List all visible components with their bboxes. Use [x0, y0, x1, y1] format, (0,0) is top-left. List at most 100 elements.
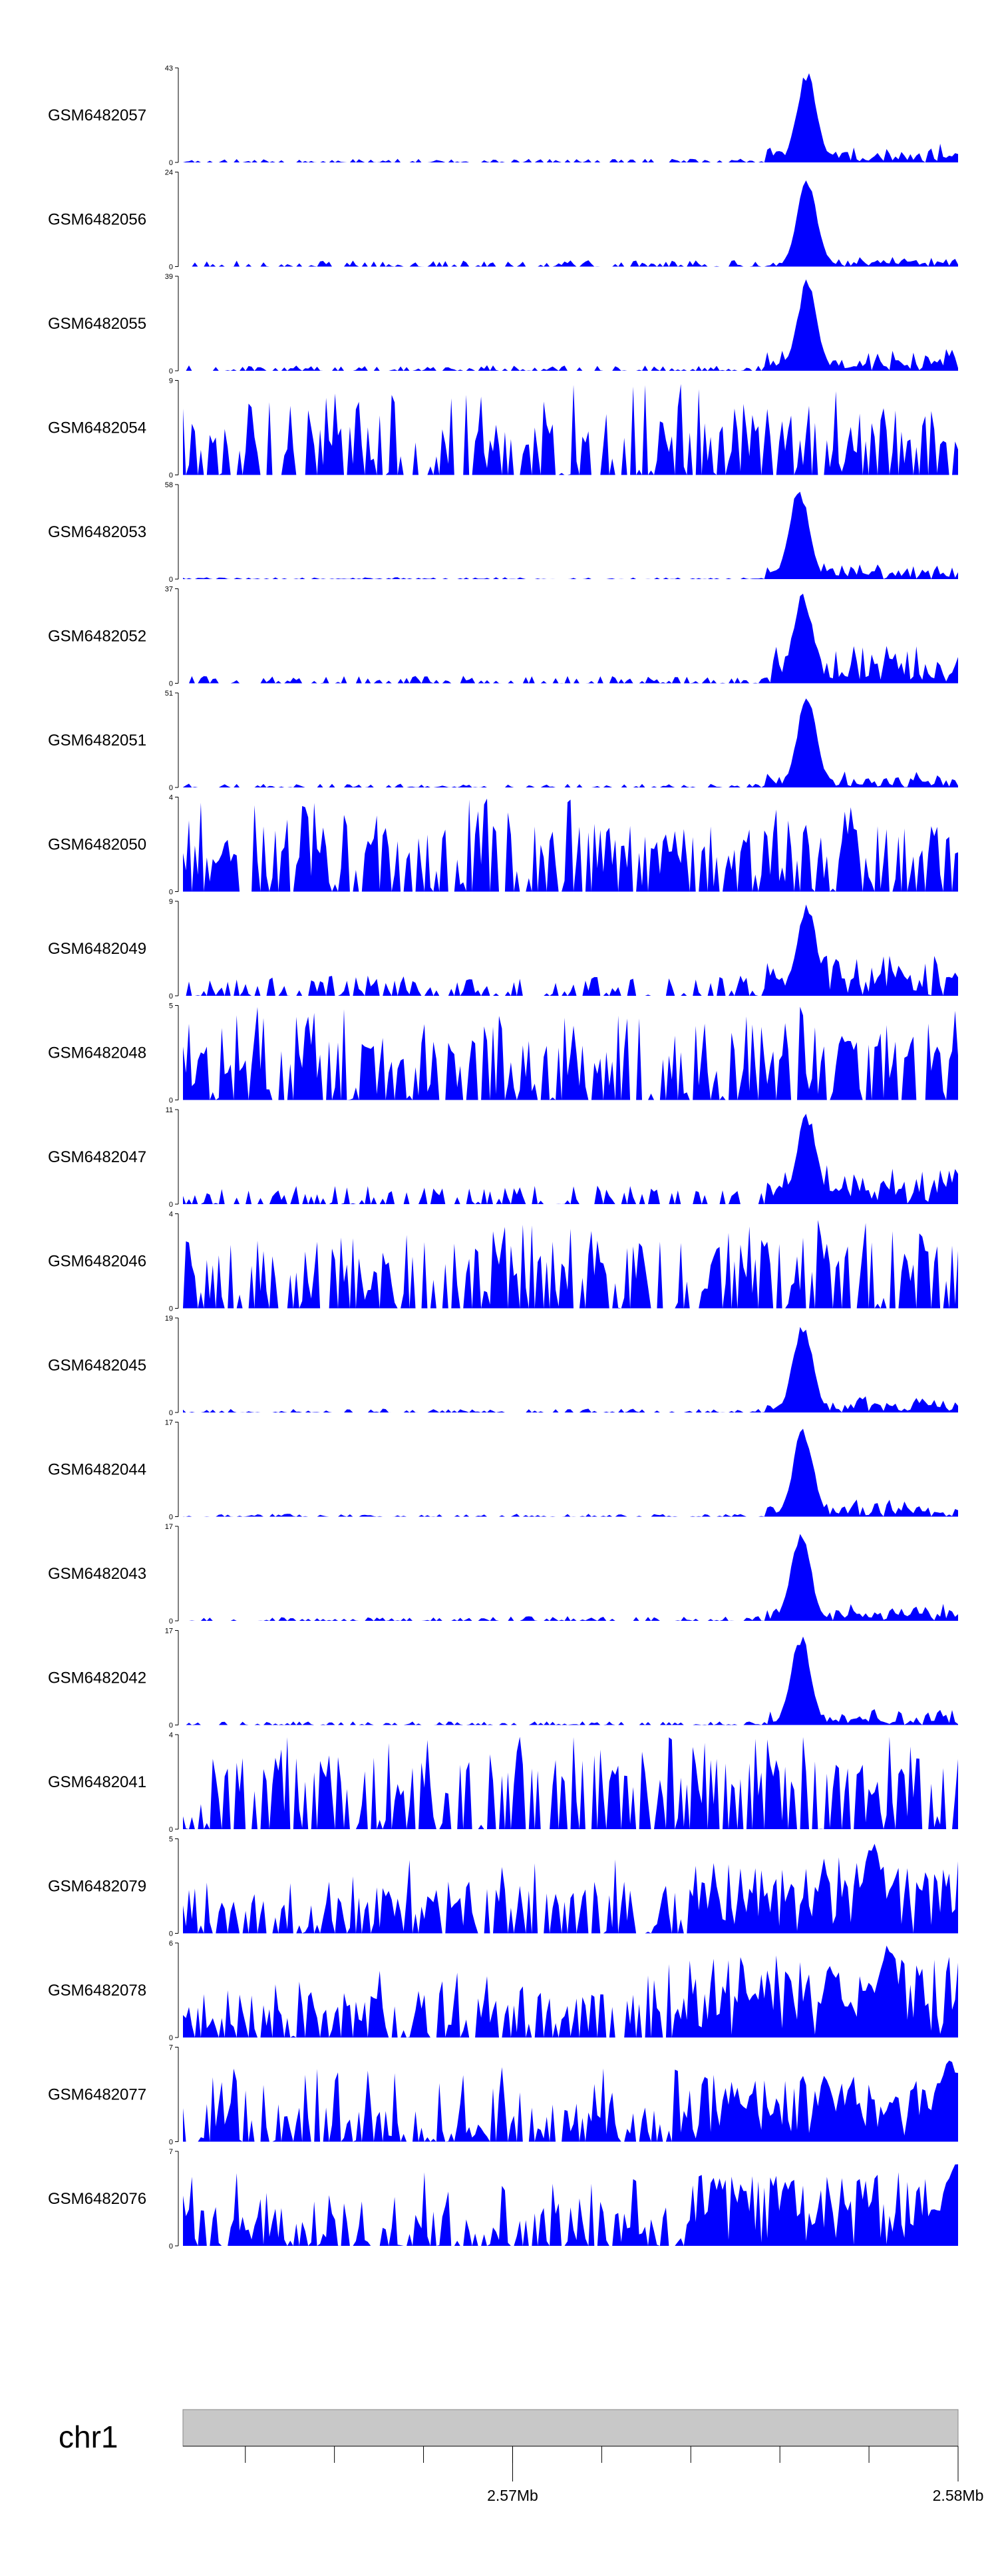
track-GSM6482050: GSM6482050 4 0 [48, 794, 958, 897]
y-tick-label-max: 6 [169, 1940, 173, 1948]
y-tick-label-min: 0 [169, 2034, 173, 2042]
x-major-tick-label: 2.57Mb [487, 2487, 538, 2504]
track-GSM6482049: GSM6482049 9 0 [48, 898, 958, 1000]
track-label: GSM6482054 [48, 419, 146, 437]
track-GSM6482076: GSM6482076 7 0 [48, 2148, 958, 2251]
y-tick-label-max: 5 [169, 1836, 173, 1844]
track-label: GSM6482049 [48, 940, 146, 958]
coverage-area [183, 1945, 958, 2038]
track-label: GSM6482077 [48, 2086, 146, 2104]
track-GSM6482053: GSM6482053 58 0 [48, 481, 958, 584]
coverage-area [183, 491, 958, 579]
y-tick-label-max: 7 [169, 2044, 173, 2052]
y-tick-label-min: 0 [169, 1201, 173, 1209]
chromosome-label: chr1 [59, 2420, 118, 2454]
y-tick-label-max: 4 [169, 794, 173, 802]
coverage-area [183, 593, 958, 684]
coverage-area [183, 384, 958, 475]
coverage-tracks: GSM6482057430GSM6482056240GSM6482055390G… [48, 65, 958, 2251]
y-tick-label-min: 0 [169, 472, 173, 480]
y-tick-label-max: 37 [165, 586, 173, 594]
track-label: GSM6482076 [48, 2190, 146, 2208]
track-label: GSM6482045 [48, 1357, 146, 1375]
y-tick-label-max: 5 [169, 1002, 173, 1010]
coverage-area [183, 1327, 958, 1412]
track-label: GSM6482052 [48, 628, 146, 646]
coverage-area [183, 73, 958, 162]
track-GSM6482057: GSM6482057 43 0 [48, 65, 958, 167]
y-tick-label-max: 17 [165, 1419, 173, 1427]
x-major-tick-label: 2.58Mb [933, 2487, 984, 2504]
y-tick-label-min: 0 [169, 159, 173, 167]
coverage-area [183, 798, 958, 892]
y-tick-label-min: 0 [169, 1305, 173, 1313]
y-tick-label-min: 0 [169, 576, 173, 584]
y-tick-label-min: 0 [169, 992, 173, 1000]
track-GSM6482044: GSM6482044 17 0 [48, 1419, 958, 1522]
y-tick-label-min: 0 [169, 2243, 173, 2251]
y-tick-label-min: 0 [169, 2139, 173, 2147]
coverage-area [183, 1843, 958, 1934]
y-tick-label-max: 51 [165, 690, 173, 698]
y-tick-label-max: 11 [166, 1106, 173, 1114]
coverage-area [183, 698, 958, 787]
y-tick-label-min: 0 [169, 264, 173, 272]
coverage-area [183, 180, 958, 267]
y-tick-label-min: 0 [169, 1409, 173, 1417]
track-label: GSM6482043 [48, 1565, 146, 1583]
y-tick-label-min: 0 [169, 889, 173, 897]
track-label: GSM6482041 [48, 1773, 146, 1791]
y-tick-label-max: 4 [169, 1211, 173, 1219]
coverage-area [183, 1219, 958, 1309]
track-label: GSM6482057 [48, 107, 146, 124]
chromosome-axis: chr1 2.57Mb 2.58Mb [59, 2409, 984, 2504]
y-tick-label-min: 0 [169, 1930, 173, 1938]
y-tick-label-max: 19 [165, 1315, 173, 1323]
track-GSM6482077: GSM6482077 7 0 [48, 2044, 958, 2147]
track-GSM6482054: GSM6482054 9 0 [48, 377, 958, 480]
track-GSM6482055: GSM6482055 39 0 [48, 273, 958, 375]
track-label: GSM6482051 [48, 732, 146, 750]
track-label: GSM6482047 [48, 1148, 146, 1166]
y-tick-label-max: 39 [165, 273, 173, 281]
y-tick-label-min: 0 [169, 1514, 173, 1522]
track-label: GSM6482056 [48, 211, 146, 229]
coverage-area [183, 2060, 958, 2142]
track-label: GSM6482055 [48, 315, 146, 333]
track-label: GSM6482046 [48, 1253, 146, 1271]
track-GSM6482056: GSM6482056 24 0 [48, 169, 958, 272]
y-tick-label-max: 17 [165, 1523, 173, 1531]
track-label: GSM6482048 [48, 1044, 146, 1062]
track-GSM6482078: GSM6482078 6 0 [48, 1940, 958, 2042]
coverage-area [183, 1428, 958, 1517]
chromosome-ideogram [182, 2409, 959, 2447]
y-tick-label-max: 43 [165, 65, 173, 73]
track-GSM6482041: GSM6482041 4 0 [48, 1731, 958, 1834]
y-tick-label-max: 9 [169, 377, 173, 385]
track-label: GSM6482050 [48, 836, 146, 854]
track-GSM6482042: GSM6482042 17 0 [48, 1627, 958, 1730]
track-label: GSM6482042 [48, 1669, 146, 1687]
track-label: GSM6482079 [48, 1878, 146, 1896]
coverage-area [183, 1534, 958, 1621]
y-tick-label-max: 9 [169, 898, 173, 906]
track-GSM6482052: GSM6482052 37 0 [48, 586, 958, 688]
coverage-area [183, 1737, 958, 1829]
y-tick-label-min: 0 [169, 1097, 173, 1105]
coverage-area [183, 2164, 958, 2246]
y-tick-label-min: 0 [169, 1617, 173, 1625]
track-GSM6482045: GSM6482045 19 0 [48, 1315, 958, 1417]
track-GSM6482047: GSM6482047 11 0 [48, 1106, 958, 1209]
track-label: GSM6482078 [48, 1982, 146, 2000]
y-tick-label-min: 0 [169, 367, 173, 375]
track-GSM6482043: GSM6482043 17 0 [48, 1523, 958, 1625]
y-tick-label-min: 0 [169, 1826, 173, 1834]
track-label: GSM6482044 [48, 1461, 146, 1479]
y-tick-label-min: 0 [169, 1722, 173, 1730]
track-GSM6482079: GSM6482079 5 0 [48, 1836, 958, 1938]
y-tick-label-max: 7 [169, 2148, 173, 2156]
coverage-area [183, 279, 958, 371]
y-tick-label-max: 17 [165, 1627, 173, 1635]
coverage-area [183, 1114, 958, 1204]
